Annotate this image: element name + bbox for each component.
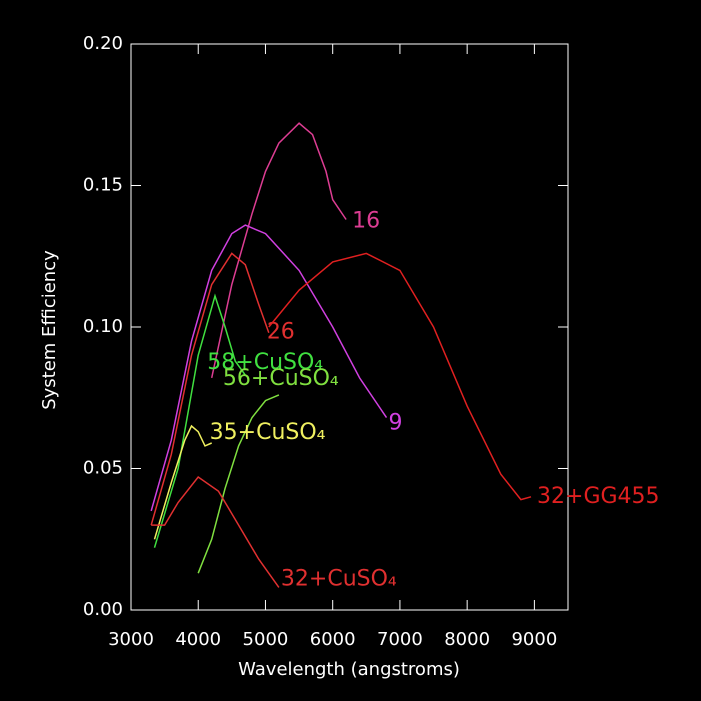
series-label: 9 bbox=[388, 411, 402, 436]
series-label: 35+CuSO₄ bbox=[210, 420, 326, 445]
series-line bbox=[150, 224, 388, 512]
series-line bbox=[197, 394, 280, 574]
series-line bbox=[151, 475, 280, 588]
series-line bbox=[210, 122, 347, 379]
x-tick-label: 5000 bbox=[243, 629, 289, 650]
y-axis-title: System Efficiency bbox=[39, 250, 60, 410]
x-tick-label: 3000 bbox=[108, 629, 154, 650]
series-line bbox=[268, 252, 532, 501]
x-tick-label: 6000 bbox=[310, 629, 356, 650]
y-tick-label: 0.20 bbox=[83, 33, 123, 54]
series-label: 32+GG455 bbox=[537, 484, 660, 509]
series-label: 32+CuSO₄ bbox=[281, 566, 397, 591]
series-label: 58+CuSO₄ bbox=[207, 350, 323, 375]
series-line bbox=[153, 424, 212, 540]
x-tick-label: 7000 bbox=[377, 629, 423, 650]
series-label: 16 bbox=[352, 208, 380, 233]
y-tick-label: 0.05 bbox=[83, 458, 123, 479]
y-tick-label: 0.15 bbox=[83, 175, 123, 196]
x-axis-title: Wavelength (angstroms) bbox=[238, 659, 460, 680]
x-tick-label: 4000 bbox=[175, 629, 221, 650]
series-label: 56+CuSO₄ bbox=[223, 366, 339, 391]
y-tick-label: 0.00 bbox=[83, 599, 123, 620]
x-tick-label: 9000 bbox=[511, 629, 557, 650]
y-tick-label: 0.10 bbox=[83, 316, 123, 337]
series-line bbox=[153, 293, 246, 548]
x-tick-label: 8000 bbox=[444, 629, 490, 650]
series-line bbox=[150, 252, 270, 526]
